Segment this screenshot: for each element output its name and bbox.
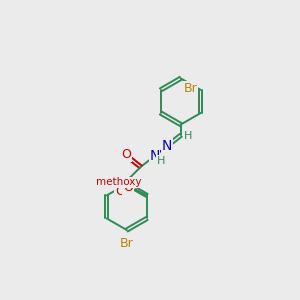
Text: O: O — [115, 185, 125, 198]
Text: N: N — [149, 149, 160, 163]
Text: H: H — [183, 131, 192, 141]
Text: H: H — [157, 156, 165, 166]
Text: Br: Br — [120, 237, 134, 250]
Text: O: O — [121, 148, 131, 161]
Text: Br: Br — [184, 82, 198, 95]
Text: methoxy: methoxy — [96, 177, 142, 187]
Text: N: N — [162, 139, 172, 153]
Text: O: O — [123, 181, 133, 194]
